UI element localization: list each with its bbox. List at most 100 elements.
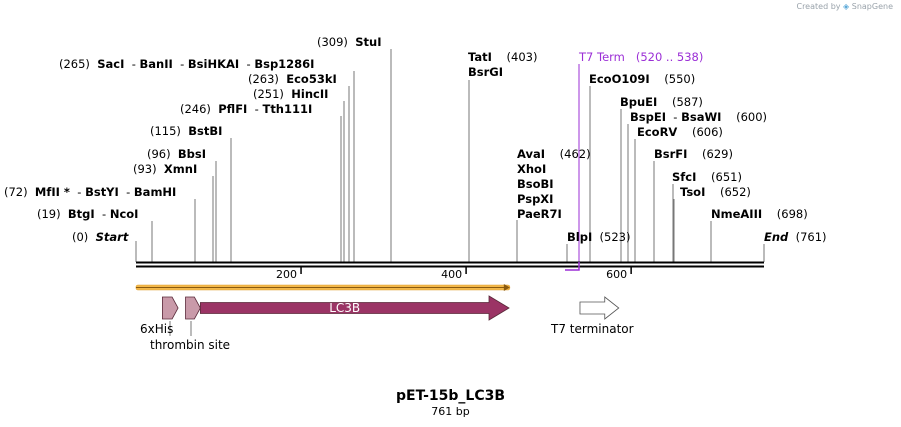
sequence-length: 761 bp (431, 405, 470, 418)
site-position: (19) (37, 207, 61, 221)
site-name: BlpI (567, 230, 593, 244)
site-position: (600) (736, 110, 768, 124)
site-name: TsoI (680, 185, 706, 199)
site-name: BsaWI (681, 110, 722, 124)
site-label: TsoI (652) (680, 185, 751, 199)
sequence-name: pET-15b_LC3B (396, 388, 505, 404)
site-label: TatI (403) BsrGI (468, 50, 537, 80)
site-position: (309) (317, 35, 348, 49)
site-name: BbsI (177, 147, 207, 161)
snapgene-logo-icon: ◈ (843, 2, 850, 11)
ruler-tick-label: 400 (441, 268, 462, 281)
site-name: XhoI (517, 162, 547, 176)
feature-label: thrombin site (150, 338, 231, 352)
site-position: (0) (72, 230, 89, 244)
site-name: BsoBI (517, 177, 554, 191)
site-position: (523) (599, 230, 631, 244)
site-label: (251) HincII (253, 87, 328, 101)
snapgene-watermark: Created by ◈ SnapGene (796, 2, 893, 11)
site-label: T7 Term (520 .. 538) (579, 50, 703, 64)
site-name: HincII (291, 87, 329, 101)
site-name: BsrFI (654, 147, 688, 161)
site-name: MfII * (34, 185, 70, 199)
site-name: T7 Term (579, 50, 625, 64)
site-label: (93) XmnI (133, 162, 197, 176)
site-name: StuI (355, 35, 382, 49)
site-name: BpuEI (620, 95, 658, 109)
site-name: BspEI (630, 110, 666, 124)
site-label: (0) Start (72, 230, 128, 244)
site-name: BamHI (133, 185, 177, 199)
site-position: (629) (702, 147, 733, 161)
site-position: (403) (506, 50, 538, 64)
ruler-tick-label: 200 (276, 268, 297, 281)
site-label: BspEI - BsaWI (600) (630, 110, 768, 124)
site-label: (72) MfII * - BstYI - BamHI (4, 185, 177, 199)
feature-label-lc3b: LC3B (329, 301, 360, 315)
site-label: (265) SacI - BanII - BsiHKAI - Bsp1286I (59, 57, 315, 71)
site-position: (606) (691, 125, 723, 139)
site-name: NcoI (109, 207, 139, 221)
feature-label: T7 terminator (551, 322, 634, 336)
site-position: (462) (559, 147, 591, 161)
site-position: (263) (248, 72, 279, 86)
ruler-tick-label: 600 (606, 268, 627, 281)
site-name: NmeAIII (711, 207, 763, 221)
site-position: (72) (4, 185, 28, 199)
feature-label: 6xHis (140, 322, 174, 336)
feature-lc3b (199, 295, 510, 321)
site-position: (265) (59, 57, 90, 71)
site-name: Start (95, 230, 129, 244)
site-name: EcoO109I (589, 72, 650, 86)
site-position: (93) (133, 162, 157, 176)
site-label: EcoRV (606) (637, 125, 723, 139)
site-label: BlpI (523) (567, 230, 630, 244)
feature-thrombin-site (185, 296, 201, 320)
site-name: Tth111I (262, 102, 313, 116)
site-name: Eco53kI (286, 72, 337, 86)
site-position: (761) (795, 230, 827, 244)
site-position: (652) (719, 185, 751, 199)
site-position: (96) (147, 147, 171, 161)
watermark-app: SnapGene (851, 2, 893, 11)
site-label: (96) BbsI (147, 147, 206, 161)
site-name: PflFI (218, 102, 248, 116)
watermark-prefix: Created by (796, 2, 841, 11)
site-label: NmeAIII (698) (711, 207, 808, 221)
site-name: BsiHKAI (187, 57, 240, 71)
t7-term-bracket (565, 262, 580, 271)
site-name: SacI (97, 57, 125, 71)
site-label: AvaI (462) XhoI BsoBI PspXI PaeR7I (517, 147, 591, 222)
site-position: (550) (664, 72, 696, 86)
site-name: BstYI (85, 185, 119, 199)
site-position: (587) (671, 95, 703, 109)
site-name: SfcI (672, 170, 697, 184)
site-position: (651) (711, 170, 742, 184)
site-name: BsrGI (468, 65, 503, 79)
site-label: BsrFI (629) (654, 147, 733, 161)
site-label: BpuEI (587) (620, 95, 703, 109)
site-label: (19) BtgI - NcoI (37, 207, 139, 221)
site-name: XmnI (163, 162, 198, 176)
site-name: Bsp1286I (254, 57, 315, 71)
site-name: PaeR7I (517, 207, 562, 221)
site-position: (115) (150, 124, 181, 138)
site-label: (263) Eco53kI (248, 72, 337, 86)
feature-6xhis (162, 296, 179, 320)
site-label: End (761) (764, 230, 827, 244)
site-label: (115) BstBI (150, 124, 222, 138)
site-name: BstBI (188, 124, 223, 138)
site-position: (520 .. 538) (635, 50, 704, 64)
site-name: AvaI (517, 147, 546, 161)
site-label: (309) StuI (317, 35, 382, 49)
site-name: BanII (139, 57, 173, 71)
site-name: EcoRV (637, 125, 678, 139)
feature-t7-terminator (579, 296, 620, 320)
site-position: (251) (253, 87, 284, 101)
site-name: BtgI (67, 207, 95, 221)
site-position: (246) (180, 102, 211, 116)
site-name: TatI (468, 50, 492, 64)
site-name: PspXI (517, 192, 554, 206)
site-label: EcoO109I (550) (589, 72, 695, 86)
